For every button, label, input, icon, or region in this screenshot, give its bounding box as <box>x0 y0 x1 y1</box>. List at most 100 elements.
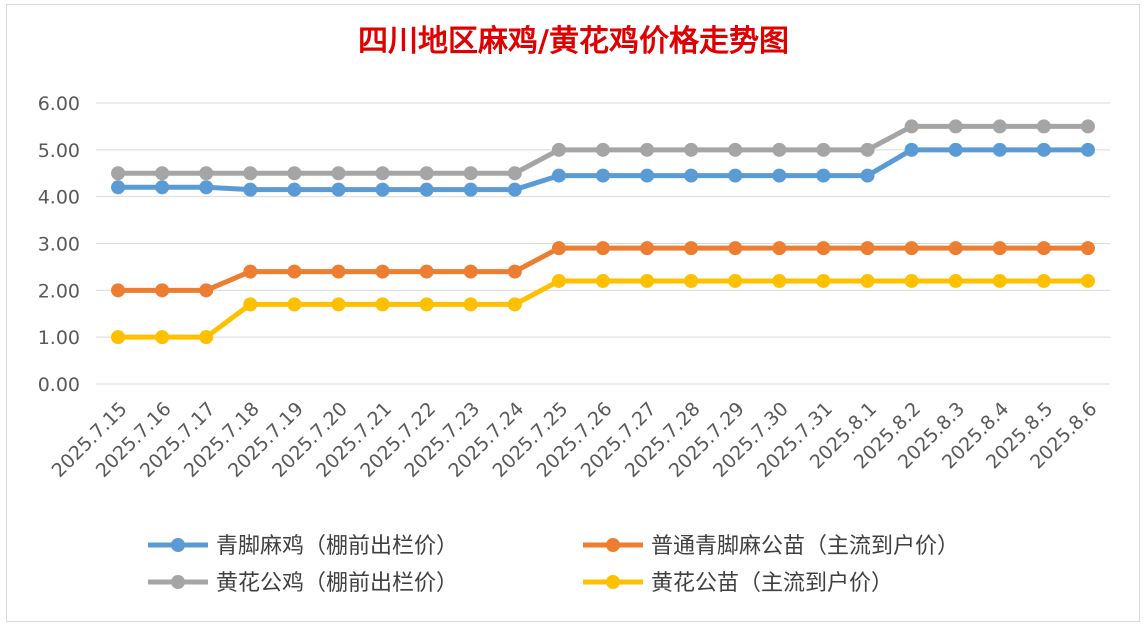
legend-label: 黄花公苗（主流到户价） <box>651 571 893 596</box>
data-point <box>816 142 831 157</box>
data-point <box>772 241 787 256</box>
y-tick-label: 4.00 <box>38 187 80 209</box>
data-point <box>1080 273 1095 288</box>
chart-title: 四川地区麻鸡/黄花鸡价格走势图 <box>358 24 789 59</box>
data-point <box>596 273 610 288</box>
data-point <box>728 241 743 256</box>
data-point <box>199 166 214 181</box>
data-point <box>772 168 787 183</box>
data-point <box>948 119 963 134</box>
data-point <box>640 273 655 288</box>
data-point <box>287 182 302 197</box>
data-point <box>111 166 126 181</box>
data-point <box>860 168 875 183</box>
data-point <box>111 180 126 195</box>
data-point <box>375 264 390 279</box>
data-point <box>772 273 787 288</box>
data-point <box>772 142 787 157</box>
data-point <box>596 142 610 157</box>
data-point <box>1036 119 1051 134</box>
data-point <box>507 264 522 279</box>
data-point <box>860 273 875 288</box>
data-point <box>331 264 346 279</box>
data-point <box>155 283 170 298</box>
data-point <box>551 142 566 157</box>
data-point <box>243 182 258 197</box>
y-tick-label: 6.00 <box>38 93 80 115</box>
data-point <box>1036 142 1051 157</box>
data-point <box>375 166 390 181</box>
data-point <box>992 273 1007 288</box>
data-point <box>463 297 478 312</box>
data-point <box>507 297 522 312</box>
data-point <box>948 241 963 256</box>
y-tick-label: 1.00 <box>38 327 80 349</box>
data-point <box>243 264 258 279</box>
data-point <box>463 166 478 181</box>
data-point <box>199 180 214 195</box>
data-point <box>728 273 743 288</box>
data-point <box>419 297 434 312</box>
data-point <box>551 168 566 183</box>
data-point <box>640 168 655 183</box>
data-point <box>551 273 566 288</box>
data-point <box>331 166 346 181</box>
data-point <box>155 166 170 181</box>
data-point <box>816 273 831 288</box>
legend-label: 普通青脚麻公苗（主流到户价） <box>651 534 959 559</box>
legend-marker <box>606 575 620 589</box>
data-point <box>684 168 699 183</box>
y-tick-label: 3.00 <box>38 234 80 256</box>
y-tick-label: 0.00 <box>38 374 80 396</box>
data-point <box>728 142 743 157</box>
data-point <box>1080 142 1095 157</box>
data-point <box>287 297 302 312</box>
data-point <box>904 119 919 134</box>
data-point <box>155 330 170 345</box>
data-point <box>684 241 699 256</box>
data-point <box>419 166 434 181</box>
data-point <box>684 142 699 157</box>
data-point <box>904 241 919 256</box>
data-point <box>816 241 831 256</box>
data-point <box>640 142 655 157</box>
data-point <box>463 182 478 197</box>
data-point <box>684 273 699 288</box>
legend-label: 黄花公鸡（棚前出栏价） <box>216 571 458 596</box>
legend-marker <box>171 538 185 552</box>
y-tick-label: 5.00 <box>38 140 80 162</box>
data-point <box>904 273 919 288</box>
chart-frame <box>6 4 1140 622</box>
y-tick-label: 2.00 <box>38 280 80 302</box>
data-point <box>596 168 610 183</box>
data-point <box>419 264 434 279</box>
data-point <box>860 142 875 157</box>
legend-marker <box>171 575 185 589</box>
data-point <box>992 142 1007 157</box>
legend-label: 青脚麻鸡（棚前出栏价） <box>216 534 458 559</box>
data-point <box>331 182 346 197</box>
data-point <box>419 182 434 197</box>
data-point <box>463 264 478 279</box>
data-point <box>728 168 743 183</box>
data-point <box>507 182 522 197</box>
data-point <box>551 241 566 256</box>
data-point <box>1080 241 1095 256</box>
data-point <box>860 241 875 256</box>
data-point <box>1036 273 1051 288</box>
data-point <box>992 119 1007 134</box>
data-point <box>904 142 919 157</box>
data-point <box>992 241 1007 256</box>
data-point <box>243 297 258 312</box>
data-point <box>199 283 214 298</box>
data-point <box>111 283 126 298</box>
data-point <box>1080 119 1095 134</box>
data-point <box>596 241 610 256</box>
data-point <box>375 297 390 312</box>
legend-marker <box>606 538 620 552</box>
data-point <box>948 142 963 157</box>
data-point <box>243 166 258 181</box>
data-point <box>507 166 522 181</box>
data-point <box>287 166 302 181</box>
